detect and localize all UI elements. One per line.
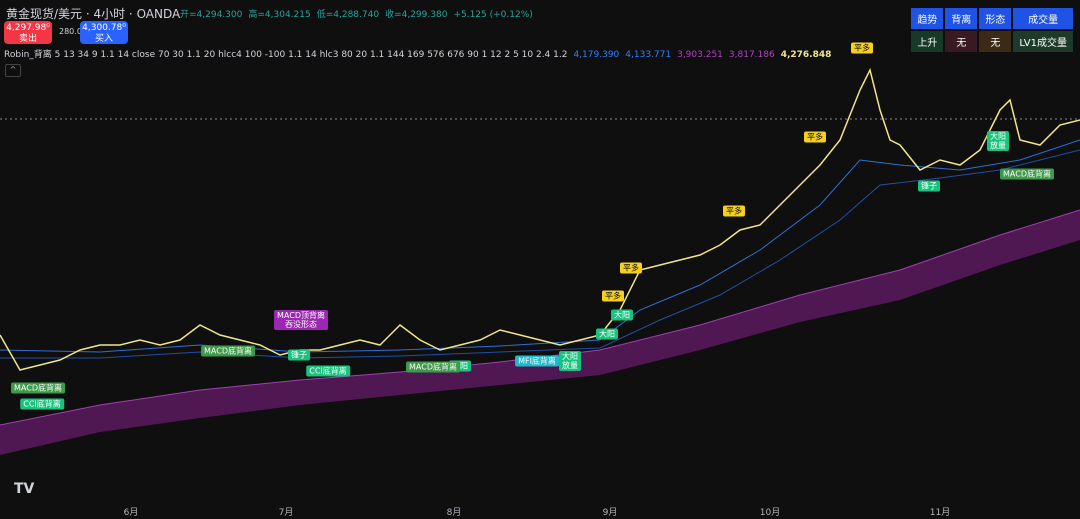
annotation-line: 平多 (605, 291, 621, 301)
buy-label: 买入 (94, 34, 113, 44)
annotation: MACD底背离 (1000, 168, 1054, 180)
annotation: CCI底背离 (20, 398, 64, 410)
sell-price: 4,297.98⁰ (6, 23, 50, 33)
annotation-line: CCI底背离 (23, 399, 61, 409)
annotation: 大阳 (611, 309, 633, 321)
buy-button[interactable]: 4,300.78⁰ 买入 (80, 21, 128, 44)
annotation: 大阳 放量 (987, 131, 1009, 151)
annotation: MACD底背离 (11, 382, 65, 394)
annotation: CCI底背离 (306, 365, 350, 377)
band-edge (0, 209, 1080, 426)
ma-line (0, 139, 1080, 353)
annotation: 锤子 (918, 180, 940, 192)
x-tick-label: 9月 (602, 508, 618, 518)
x-tick-label: 10月 (759, 508, 781, 518)
table-cell: 无 (945, 31, 978, 52)
ohlc-value: 低=4,288.740 (316, 10, 380, 20)
annotation: 大阳 (449, 360, 471, 372)
indicator-value: 3,817.186 (728, 50, 775, 60)
annotation-line: MACD底背离 (14, 383, 62, 393)
annotation-line: MACD底背离 (409, 362, 457, 372)
annotation: 平多 (723, 205, 745, 217)
symbol: 黄金现货/美元 · 4小时 · OANDA (6, 7, 181, 21)
ohlc-value: 收=4,299.380 (385, 10, 448, 20)
annotation-line: 大阳 (562, 352, 578, 361)
x-tick-label: 7月 (278, 508, 294, 518)
indicator-value: 4,179.390 (573, 50, 620, 60)
annotation: 平多 (620, 262, 642, 274)
table-header: 成交量 (1013, 8, 1073, 29)
x-tick-label: 11月 (929, 508, 951, 518)
annotation: MACD底背离 (406, 361, 460, 373)
annotation-line: 锤子 (921, 181, 937, 191)
table-header: 背离 (945, 8, 978, 29)
sell-label: 卖出 (18, 34, 37, 44)
indicator: Robin_背离 5 13 34 9 1.1 14 close 70 30 1.… (4, 47, 831, 60)
price (0, 67, 1080, 371)
annotation-line: 大阳 (990, 132, 1006, 141)
ohlc: 开=4,294.300 高=4,304.215 低=4,288.740 收=4,299… (180, 7, 533, 20)
indicator-value: 4,276.848 (780, 50, 832, 60)
annotation: 平多 (602, 290, 624, 302)
annotation-line: 大阳 (452, 361, 468, 371)
collapse-button[interactable]: ^ (5, 64, 21, 77)
buy-price: 4,300.78⁰ (82, 23, 126, 33)
annotation: 大阳 (596, 328, 618, 340)
annotation-line: 锤子 (291, 350, 307, 360)
annotation-line: 大阳 (599, 329, 615, 339)
annotation: MACD顶背离 吞没形态 (274, 310, 328, 330)
ohlc-value: 高=4,304.215 (248, 10, 311, 20)
indicator-value: 3,903.251 (677, 50, 723, 60)
annotation-line: 平多 (623, 263, 639, 273)
status-table: 趋势 背离 形态 成交量 上升无无 LV1成交量 (909, 6, 1075, 54)
x-tick-label: 8月 (446, 508, 462, 518)
annotation: 锤子 (288, 349, 310, 361)
indicator-name: Robin_背离 5 13 34 9 1.1 14 close 70 30 1.… (4, 50, 568, 60)
annotation-line: 放量 (562, 361, 578, 370)
table-header: 趋势 (911, 8, 944, 29)
annotation-line: 吞没形态 (284, 320, 317, 329)
spread: 280.0 (59, 27, 82, 36)
annotation-line: 平多 (807, 132, 823, 142)
table-cell: 上升 (911, 31, 944, 52)
annotation-line: MACD底背离 (1003, 169, 1051, 179)
annotation-line: MACD底背离 (204, 346, 252, 356)
annotation-line: CCI底背离 (309, 366, 347, 376)
annotation-line: MACD顶背离 (277, 311, 325, 320)
annotation-line: 平多 (854, 43, 870, 53)
annotation-line: MFI底背离 (518, 356, 556, 366)
annotation-line: 大阳 (614, 310, 630, 320)
table-cell: 无 (979, 31, 1012, 52)
annotation: 平多 (851, 42, 873, 54)
annotation-line: 平多 (726, 206, 742, 216)
annotation: 平多 (804, 131, 826, 143)
ohlc-value: 开=4,294.300 (180, 10, 243, 20)
indicator-value: 4,133.771 (625, 50, 672, 60)
annotation: MACD底背离 (201, 345, 255, 357)
change: +5.125 (+0.12%) (453, 10, 533, 20)
x-tick-label: 6月 (123, 508, 139, 518)
annotation: MFI底背离 (515, 355, 559, 367)
table-cell: LV1成交量 (1013, 31, 1073, 52)
logo: TV (14, 481, 35, 497)
annotation-line: 放量 (990, 141, 1006, 150)
annotation: 大阳 放量 (559, 351, 581, 371)
band (0, 210, 1080, 455)
table-header: 形态 (979, 8, 1012, 29)
sell-button[interactable]: 4,297.98⁰ 卖出 (4, 21, 52, 44)
